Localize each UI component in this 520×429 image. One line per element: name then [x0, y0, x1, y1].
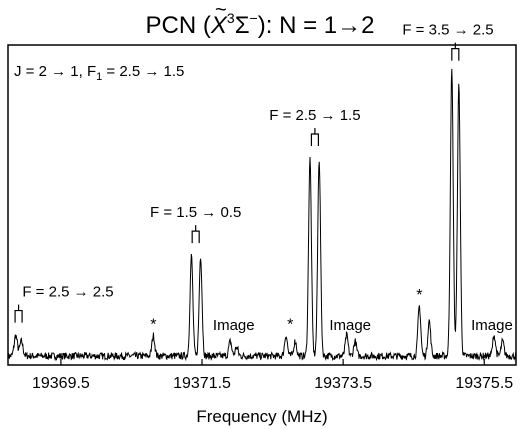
- peak-bracket: [14, 309, 23, 323]
- plot-frame: [7, 44, 517, 366]
- title-suffix: ): N = 1: [258, 12, 337, 39]
- title-state-sup: 3: [227, 10, 235, 26]
- peak-bracket: [191, 230, 200, 244]
- x-tick-label: 19369.5: [32, 375, 90, 392]
- corner-label-sub: 1: [96, 71, 102, 83]
- spurious-marker: *: [150, 316, 156, 333]
- x-tick-label: 19371.5: [173, 375, 231, 392]
- corner-label-part1: J = 2 → 1, F: [14, 63, 96, 80]
- spectrum-trace: [7, 68, 517, 362]
- transition-label: F = 3.5 → 2.5: [402, 22, 493, 39]
- transition-label: F = 2.5 → 2.5: [22, 284, 113, 301]
- title-end: 2: [361, 12, 374, 39]
- corner-label-part2: = 2.5 → 1.5: [102, 63, 184, 80]
- transition-label: F = 1.5 → 0.5: [150, 204, 241, 221]
- title-arrow: →: [337, 12, 361, 39]
- peak-bracket: [310, 133, 320, 146]
- x-tick-label: 19375.5: [455, 375, 513, 392]
- peak-bracket: [451, 48, 460, 61]
- transition-annotations: F = 2.5 → 2.5 F = 1.5 → 0.5 F = 2.5 → 1.5 F…: [14, 22, 513, 334]
- title-state-letter: X: [210, 12, 228, 39]
- title-state-sigma: Σ: [235, 12, 250, 39]
- x-axis-ticks: 19369.5 19371.5 19373.5 19375.5: [32, 359, 513, 392]
- image-label: Image: [471, 317, 513, 334]
- image-label: Image: [213, 317, 255, 334]
- corner-label: J = 2 → 1, F1 = 2.5 → 1.5: [14, 63, 184, 83]
- spurious-marker: *: [287, 316, 293, 333]
- x-axis-label: Frequency (MHz): [196, 407, 327, 426]
- x-tick-label: 19373.5: [314, 375, 372, 392]
- title-state-sup-minus: −: [250, 10, 258, 26]
- chart-title: PCN (X3Σ−): N = 1→2: [146, 10, 375, 39]
- transition-label: F = 2.5 → 1.5: [269, 107, 360, 124]
- image-label: Image: [329, 317, 371, 334]
- spurious-marker: *: [416, 287, 422, 304]
- title-tilde: ~: [215, 0, 227, 21]
- title-prefix: PCN (: [146, 12, 211, 39]
